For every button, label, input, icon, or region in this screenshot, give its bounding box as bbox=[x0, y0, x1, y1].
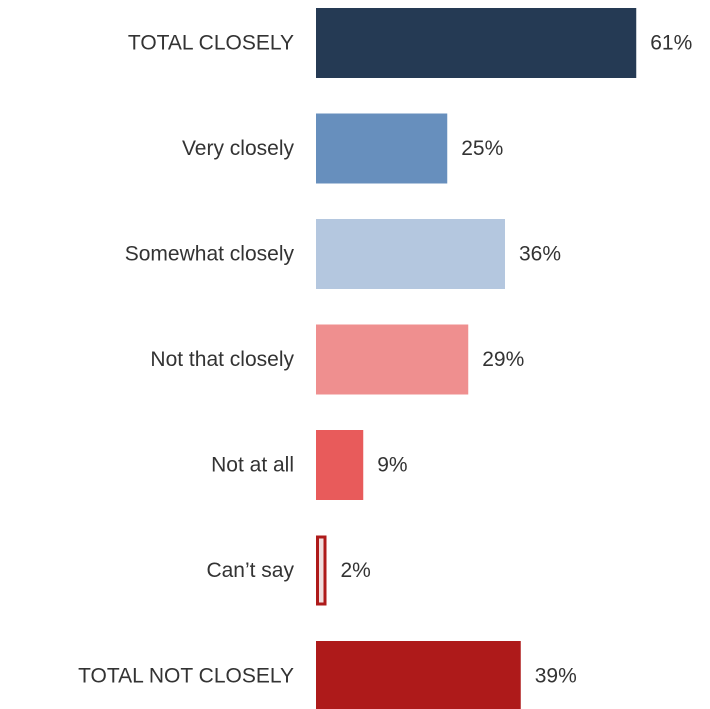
value-labels: 61% 25% 36% 29% 9% 2% 39% bbox=[341, 32, 693, 688]
value-label-can-t-say: 2% bbox=[341, 559, 371, 582]
category-labels: TOTAL CLOSELY Very closely Somewhat closel… bbox=[78, 32, 294, 688]
value-label-somewhat-closely: 36% bbox=[519, 243, 561, 266]
bar-somewhat-closely bbox=[316, 219, 505, 289]
value-label-very-closely: 25% bbox=[461, 137, 503, 160]
category-label-total-not-closely: TOTAL NOT CLOSELY bbox=[78, 665, 294, 688]
category-label-somewhat-closely: Somewhat closely bbox=[125, 243, 295, 266]
bar-total-closely bbox=[316, 8, 637, 78]
bar-can-t-say bbox=[316, 535, 327, 606]
category-label-not-that-closely: Not that closely bbox=[150, 348, 294, 371]
category-label-total-closely: TOTAL CLOSELY bbox=[128, 32, 294, 55]
value-label-not-at-all: 9% bbox=[377, 454, 407, 477]
bars bbox=[316, 8, 637, 709]
bar-very-closely bbox=[316, 113, 448, 184]
bar-not-that-closely bbox=[316, 324, 469, 395]
category-label-very-closely: Very closely bbox=[182, 137, 295, 160]
category-label-not-at-all: Not at all bbox=[211, 454, 294, 477]
bar-not-at-all bbox=[316, 430, 364, 500]
bar-total-not-closely bbox=[316, 641, 521, 709]
value-label-total-not-closely: 39% bbox=[535, 665, 577, 688]
category-label-can-t-say: Can’t say bbox=[206, 559, 294, 582]
value-label-total-closely: 61% bbox=[650, 32, 692, 55]
value-label-not-that-closely: 29% bbox=[482, 348, 524, 371]
